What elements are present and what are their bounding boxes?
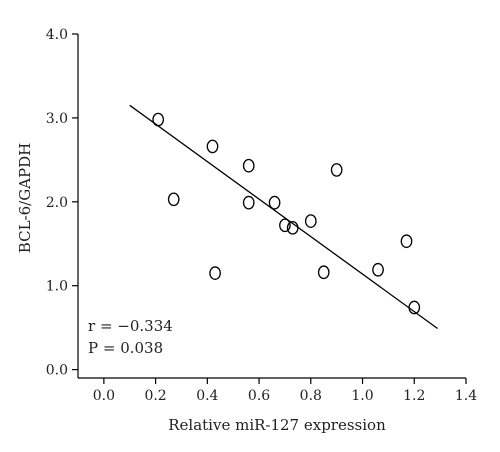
regression-line-layer bbox=[129, 104, 438, 330]
data-point bbox=[304, 214, 317, 228]
x-tick-label: 0.4 bbox=[196, 388, 218, 404]
data-points bbox=[152, 112, 421, 315]
x-tick-label: 1.4 bbox=[455, 388, 477, 404]
x-axis-title: Relative miR-127 expression bbox=[168, 416, 386, 434]
p-statistic: P = 0.038 bbox=[88, 339, 163, 357]
data-point bbox=[279, 218, 291, 233]
data-point bbox=[372, 262, 384, 277]
y-tick-label: 1.0 bbox=[46, 279, 68, 295]
x-tick-label: 1.0 bbox=[351, 388, 373, 404]
data-point bbox=[330, 163, 343, 177]
data-point bbox=[408, 300, 421, 315]
x-tick-label: 1.2 bbox=[403, 388, 425, 404]
x-tick-label: 0.0 bbox=[93, 388, 115, 404]
data-point bbox=[400, 234, 413, 249]
data-point bbox=[206, 139, 219, 154]
data-point bbox=[152, 112, 165, 127]
x-tick-label: 0.2 bbox=[144, 388, 166, 404]
data-point bbox=[167, 192, 180, 207]
data-point bbox=[242, 195, 255, 210]
x-ticks: 0.0 0.2 0.4 0.6 0.8 1.0 1.2 1.4 bbox=[93, 378, 477, 404]
axes bbox=[77, 34, 466, 379]
data-point bbox=[317, 265, 330, 280]
y-ticks: 0.0 1.0 2.0 3.0 4.0 bbox=[46, 27, 78, 379]
x-tick-label: 0.8 bbox=[300, 388, 322, 404]
r-statistic: r = −0.334 bbox=[88, 317, 173, 335]
y-axis-title: BCL-6/GAPDH bbox=[16, 143, 34, 253]
x-tick-label: 0.6 bbox=[248, 388, 270, 404]
y-tick-label: 3.0 bbox=[46, 111, 68, 127]
data-point bbox=[242, 158, 255, 173]
data-point bbox=[268, 195, 281, 210]
y-tick-label: 2.0 bbox=[46, 195, 68, 211]
data-point bbox=[209, 266, 221, 280]
regression-line bbox=[129, 104, 438, 330]
y-tick-label: 0.0 bbox=[46, 363, 68, 379]
y-tick-label: 4.0 bbox=[46, 27, 68, 43]
data-point bbox=[286, 220, 299, 235]
